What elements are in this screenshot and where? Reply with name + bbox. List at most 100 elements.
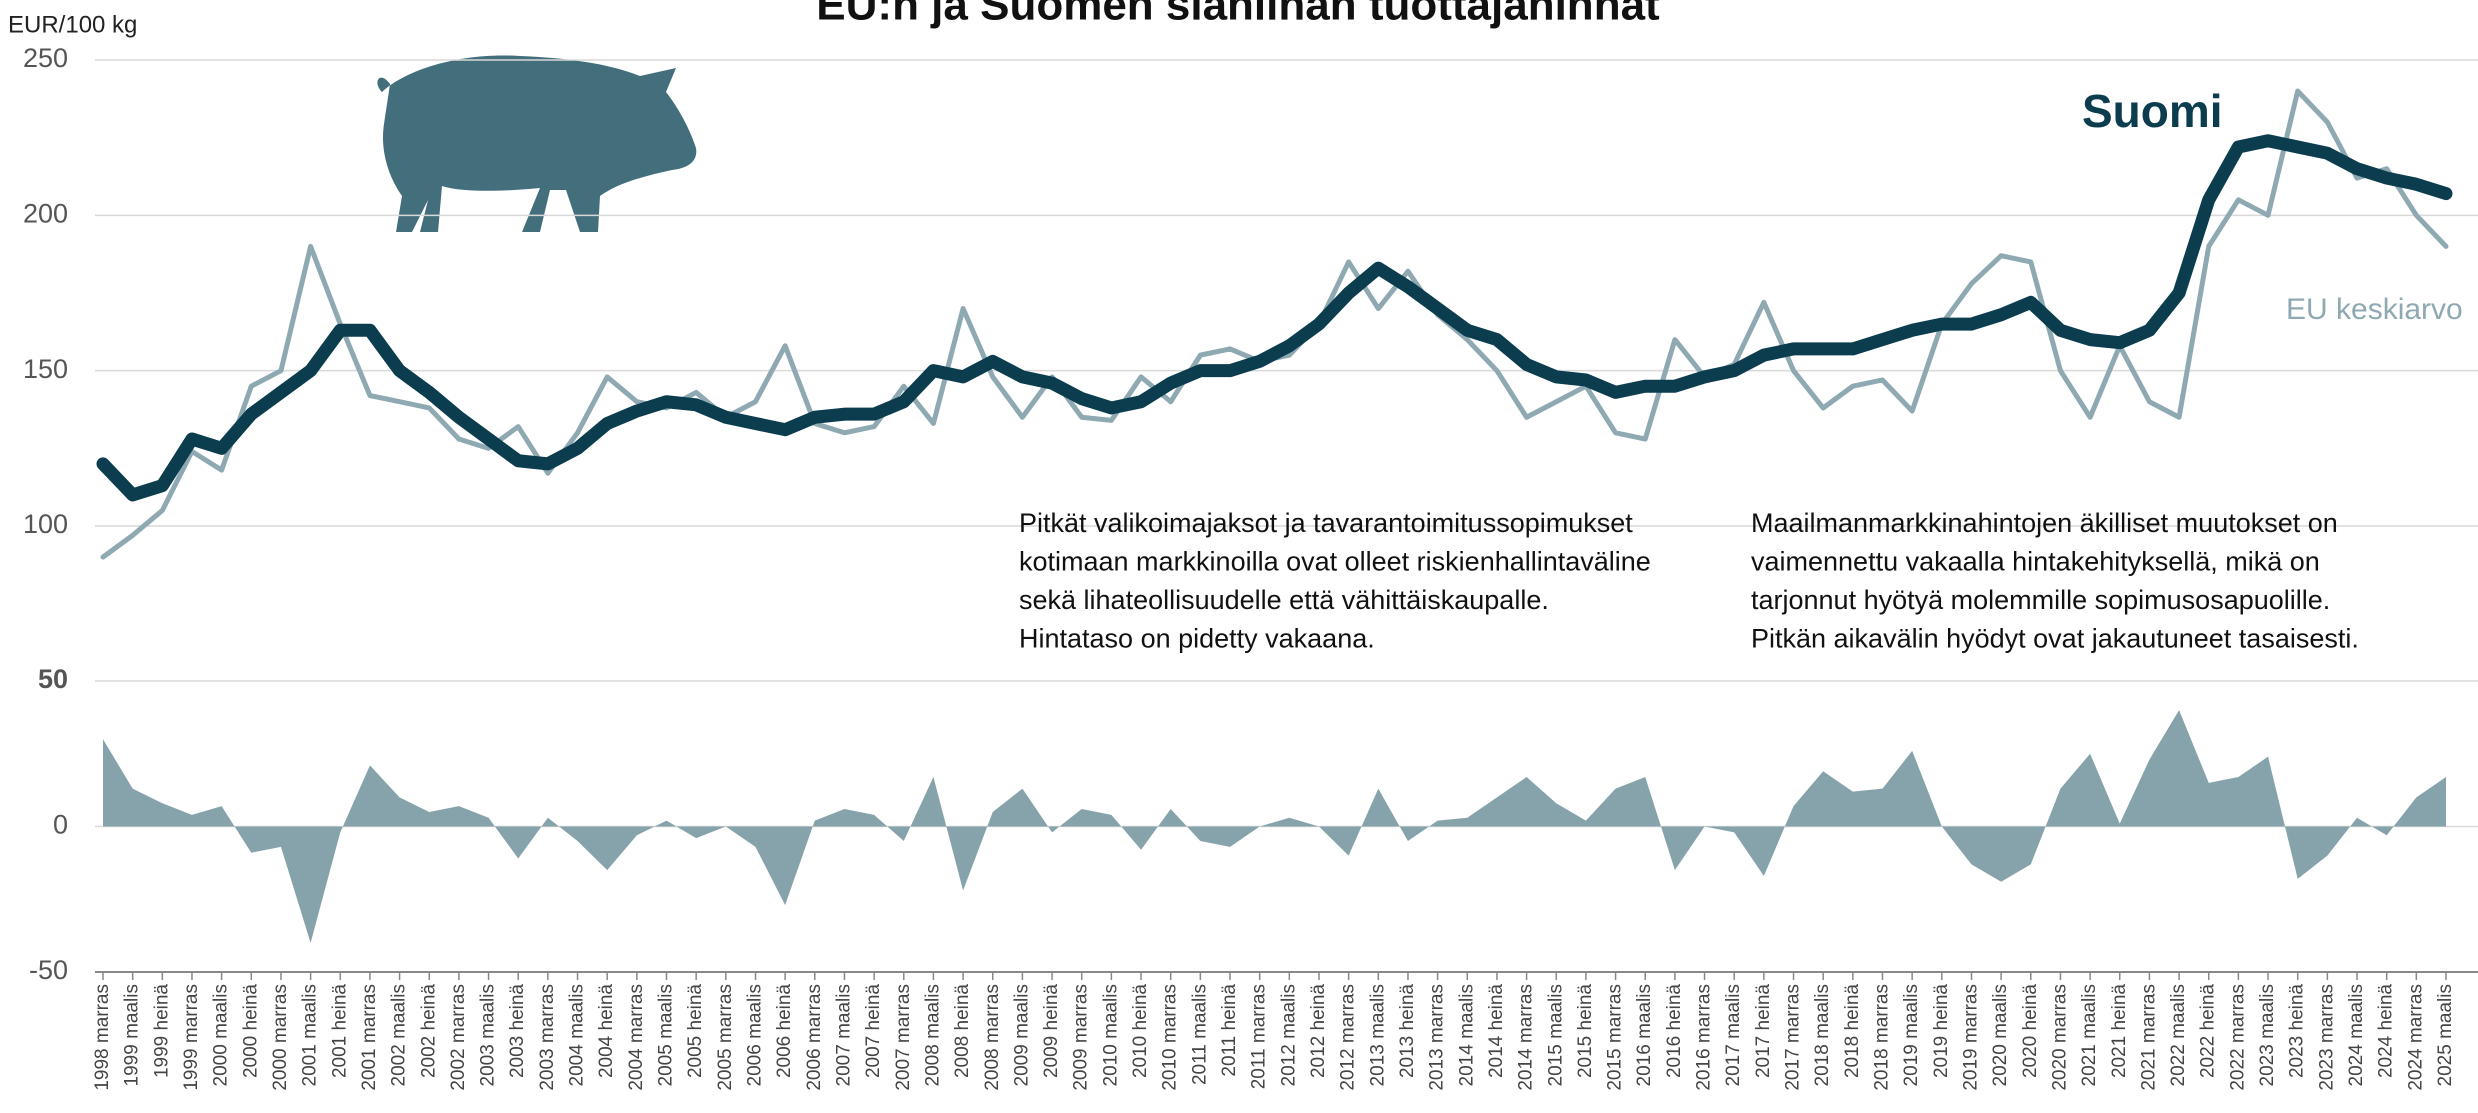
x-tick-label: 2021 marras (2138, 984, 2159, 1091)
annotation-line: Maailmanmarkkinahintojen äkilliset muuto… (1751, 508, 2338, 538)
x-tick-label: 2012 heinä (1308, 984, 1329, 1078)
x-tick-label: 2018 heinä (1842, 984, 1863, 1078)
x-tick-label: 2021 maalis (2079, 984, 2100, 1086)
x-tick-label: 2025 maalis (2435, 984, 2456, 1086)
x-tick-label: 2001 heinä (329, 984, 350, 1078)
chart: EU:n ja Suomen sianlihan tuottajahinnat … (0, 0, 2478, 1113)
x-tick-label: 2024 maalis (2346, 984, 2367, 1086)
x-tick-label: 2015 maalis (1545, 984, 1566, 1086)
x-tick-label: 2001 marras (359, 984, 380, 1091)
x-tick-label: 2008 marras (982, 984, 1003, 1091)
x-tick-label: 2004 marras (626, 984, 647, 1091)
annotation-line: tarjonnut hyötyä molemmille sopimusosapu… (1751, 585, 2330, 615)
x-tick-label: 2006 heinä (774, 984, 795, 1078)
x-tick-label: 2006 marras (804, 984, 825, 1091)
annotation-line: sekä lihateollisuudelle että vähittäiska… (1019, 585, 1549, 615)
y-tick-label: 250 (23, 43, 68, 73)
x-tick-label: 2019 marras (1960, 984, 1981, 1091)
y-axis-label: EUR/100 kg (8, 11, 137, 38)
x-tick-label: 2020 marras (2049, 984, 2070, 1091)
annotation-line: Pitkät valikoimajaksot ja tavarantoimitu… (1019, 508, 1633, 538)
x-tick-label: 2014 marras (1516, 984, 1537, 1091)
x-tick-label: 2001 maalis (300, 984, 321, 1086)
x-tick-label: 2010 marras (1160, 984, 1181, 1091)
annotation-line: vaimennettu vakaalla hintakehityksellä, … (1751, 547, 2320, 577)
difference-area (103, 710, 2446, 943)
x-tick-label: 2000 heinä (240, 984, 261, 1078)
x-tick-label: 2010 heinä (1130, 984, 1151, 1078)
x-tick-label: 2022 heinä (2198, 984, 2219, 1078)
x-tick-label: 1999 marras (181, 984, 202, 1091)
x-tick-label: 2024 marras (2405, 984, 2426, 1091)
annotation-line: Hintataso on pidetty vakaana. (1019, 624, 1375, 654)
x-tick-label: 2013 marras (1427, 984, 1448, 1091)
x-tick-label: 2009 maalis (1011, 984, 1032, 1086)
x-tick-label: 2019 heinä (1931, 984, 1952, 1078)
pig-icon (377, 55, 696, 232)
x-tick-label: 2009 heinä (1041, 984, 1062, 1078)
x-tick-label: 2018 maalis (1812, 984, 1833, 1086)
x-tick-label: 2015 marras (1605, 984, 1626, 1091)
x-tick-label: 2018 marras (1872, 984, 1893, 1091)
x-tick-label: 2016 heinä (1664, 984, 1685, 1078)
y2-tick-label: 0 (53, 810, 68, 840)
chart-title: EU:n ja Suomen sianlihan tuottajahinnat (816, 0, 1660, 30)
x-tick-label: 2011 heinä (1219, 984, 1240, 1077)
x-tick-label: 2021 heinä (2109, 984, 2130, 1078)
x-tick-label: 1999 heinä (151, 984, 172, 1078)
x-tick-label: 2015 heinä (1575, 984, 1596, 1078)
x-tick-label: 2002 maalis (389, 984, 410, 1086)
x-tick-label: 2023 maalis (2257, 984, 2278, 1086)
x-tick-label: 2000 marras (270, 984, 291, 1091)
x-tick-label: 2010 maalis (1100, 984, 1121, 1086)
page: EU:n ja Suomen sianlihan tuottajahinnat … (0, 0, 2478, 1113)
series-label: EU keskiarvo (2286, 293, 2463, 326)
x-tick-label: 1999 maalis (122, 984, 143, 1086)
x-tick-label: 2012 maalis (1278, 984, 1299, 1086)
x-tick-label: 2003 heinä (507, 984, 528, 1078)
x-tick-label: 2005 marras (715, 984, 736, 1091)
x-tick-label: 2017 marras (1783, 984, 1804, 1091)
x-tick-label: 2003 maalis (478, 984, 499, 1086)
x-tick-label: 1998 marras (92, 984, 113, 1091)
x-tick-label: 2022 marras (2227, 984, 2248, 1091)
x-tick-label: 2013 heinä (1397, 984, 1418, 1078)
series-label: Suomi (2082, 85, 2223, 137)
x-tick-label: 2007 maalis (833, 984, 854, 1086)
x-tick-label: 2020 heinä (2020, 984, 2041, 1078)
x-tick-label: 2008 heinä (952, 984, 973, 1078)
x-tick-label: 2006 maalis (744, 984, 765, 1086)
x-tick-label: 2000 maalis (211, 984, 232, 1086)
x-tick-label: 2004 heinä (596, 984, 617, 1078)
x-tick-label: 2011 marras (1249, 984, 1270, 1089)
x-tick-label: 2023 marras (2316, 984, 2337, 1091)
x-tick-label: 2002 heinä (418, 984, 439, 1078)
x-tick-label: 2009 marras (1071, 984, 1092, 1091)
x-tick-label: 2024 heinä (2376, 984, 2397, 1078)
x-tick-label: 2007 marras (893, 984, 914, 1091)
y2-tick-label: 50 (38, 664, 68, 694)
x-tick-label: 2016 maalis (1634, 984, 1655, 1086)
x-tick-label: 2004 maalis (567, 984, 588, 1086)
x-tick-label: 2014 maalis (1456, 984, 1477, 1086)
x-tick-label: 2017 maalis (1723, 984, 1744, 1086)
x-tick-label: 2005 heinä (685, 984, 706, 1078)
x-tick-label: 2007 heinä (863, 984, 884, 1078)
x-tick-label: 2003 marras (537, 984, 558, 1091)
x-tick-label: 2013 maalis (1367, 984, 1388, 1086)
x-tick-label: 2008 maalis (922, 984, 943, 1086)
x-tick-label: 2011 maalis (1189, 984, 1210, 1085)
x-tick-label: 2022 maalis (2168, 984, 2189, 1086)
x-tick-label: 2020 maalis (1990, 984, 2011, 1086)
annotation-line: Pitkän aikavälin hyödyt ovat jakautuneet… (1751, 624, 2359, 654)
price-line (103, 141, 2446, 495)
x-tick-label: 2014 heinä (1486, 984, 1507, 1078)
x-tick-label: 2017 heinä (1753, 984, 1774, 1078)
x-tick-label: 2019 maalis (1901, 984, 1922, 1086)
y-tick-label: 100 (23, 509, 68, 539)
x-tick-label: 2023 heinä (2287, 984, 2308, 1078)
x-tick-label: 2002 marras (448, 984, 469, 1091)
annotation-line: kotimaan markkinoilla ovat olleet riskie… (1019, 547, 1651, 577)
y2-tick-label: -50 (29, 955, 68, 985)
y-tick-label: 200 (23, 198, 68, 228)
